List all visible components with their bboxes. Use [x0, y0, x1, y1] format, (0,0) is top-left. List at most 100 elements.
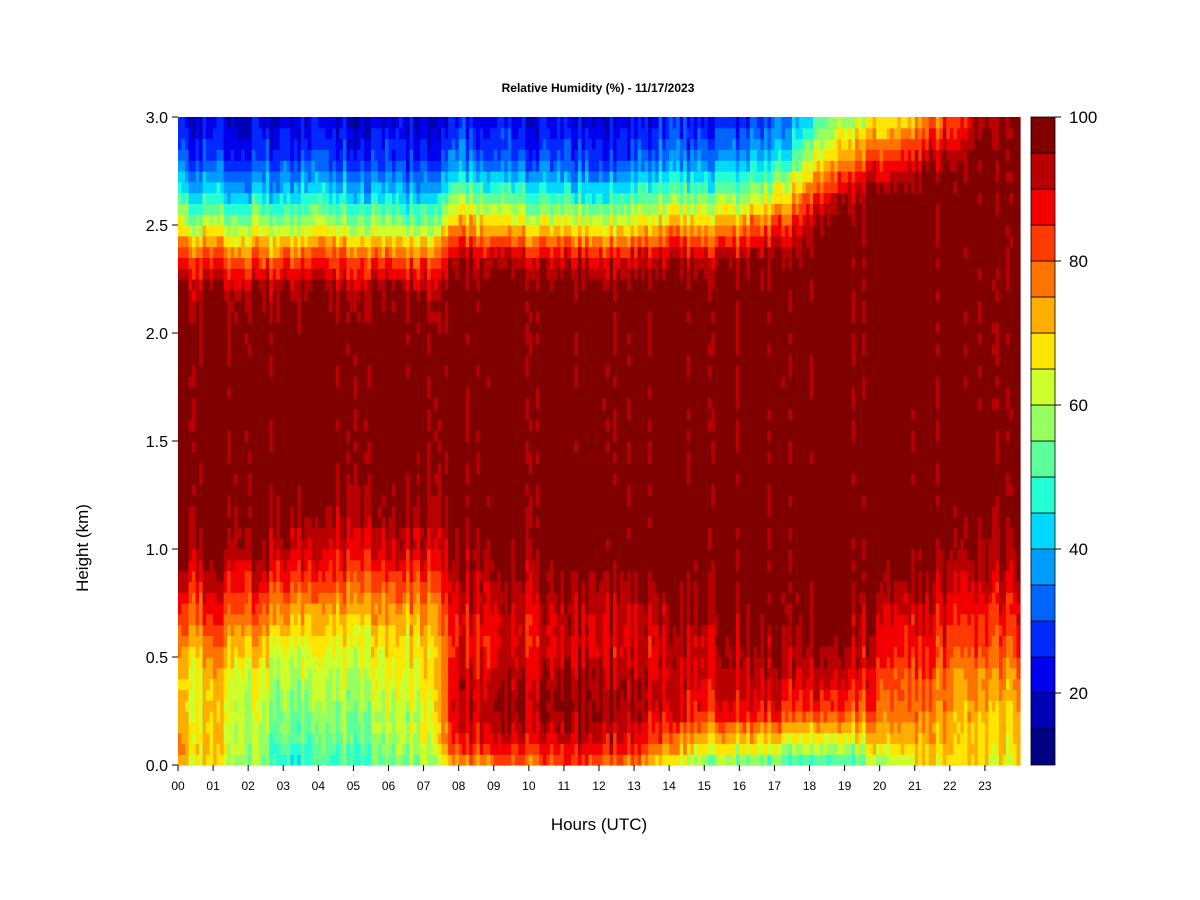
heatmap-cell — [360, 376, 365, 388]
heatmap-cell — [377, 268, 383, 280]
heatmap-cell — [209, 333, 214, 345]
heatmap-cell — [244, 138, 249, 150]
heatmap-cell — [332, 117, 337, 129]
heatmap-cell — [458, 646, 463, 658]
heatmap-cell — [367, 225, 372, 237]
heatmap-cell — [360, 181, 365, 194]
heatmap-cell — [451, 397, 456, 410]
heatmap-cell — [448, 235, 453, 248]
heatmap-cell — [213, 343, 218, 356]
heatmap-cell — [276, 397, 281, 410]
heatmap-cell — [237, 743, 242, 755]
heatmap-cell — [304, 160, 309, 172]
heatmap-cell — [216, 333, 221, 345]
heatmap-cell — [413, 257, 418, 269]
heatmap-cell — [392, 678, 397, 690]
heatmap-cell — [199, 689, 204, 701]
heatmap-cell — [458, 117, 463, 129]
heatmap-cell — [234, 538, 239, 550]
heatmap-cell — [434, 192, 439, 204]
heatmap-cell — [286, 635, 291, 647]
heatmap-cell — [251, 203, 256, 215]
heatmap-cell — [304, 279, 309, 291]
heatmap-cell — [251, 700, 256, 712]
heatmap-cell — [199, 732, 204, 744]
heatmap-cell — [448, 203, 453, 215]
heatmap-cell — [451, 678, 456, 690]
heatmap-cell — [437, 538, 442, 550]
heatmap-cell — [384, 527, 390, 539]
heatmap-cell — [185, 343, 190, 356]
heatmap-cell — [437, 160, 442, 172]
heatmap-cell — [227, 408, 232, 420]
heatmap-cell — [262, 160, 267, 172]
heatmap-cell — [188, 700, 193, 712]
heatmap-cell — [406, 149, 411, 161]
heatmap-cell — [363, 397, 369, 410]
heatmap-cell — [384, 754, 390, 766]
heatmap-cell — [185, 462, 190, 474]
heatmap-cell — [448, 268, 453, 280]
heatmap-cell — [272, 732, 277, 744]
heatmap-cell — [237, 484, 242, 496]
heatmap-cell — [202, 246, 207, 258]
heatmap-cell — [311, 246, 316, 258]
heatmap-cell — [234, 343, 239, 356]
heatmap-cell — [283, 214, 288, 226]
heatmap-cell — [416, 721, 421, 734]
heatmap-cell — [209, 127, 214, 140]
heatmap-cell — [283, 549, 288, 561]
heatmap-cell — [335, 419, 340, 431]
heatmap-cell — [248, 365, 253, 377]
heatmap-cell — [388, 603, 393, 615]
heatmap-cell — [402, 484, 407, 496]
heatmap-cell — [434, 214, 439, 226]
heatmap-cell — [444, 268, 449, 280]
heatmap-cell — [367, 246, 372, 258]
heatmap-cell — [265, 203, 270, 215]
heatmap-cell — [311, 279, 316, 291]
heatmap-cell — [209, 451, 214, 464]
heatmap-cell — [409, 322, 414, 334]
heatmap-cell — [406, 754, 411, 766]
heatmap-cell — [448, 711, 453, 723]
heatmap-cell — [374, 376, 379, 388]
heatmap-cell — [444, 559, 449, 572]
heatmap-cell — [192, 171, 197, 183]
heatmap-cell — [297, 225, 302, 237]
heatmap-cell — [328, 624, 333, 636]
heatmap-cell — [388, 343, 393, 356]
heatmap-cell — [374, 635, 379, 647]
heatmap-cell — [258, 732, 263, 744]
heatmap-cell — [178, 667, 183, 680]
heatmap-cell — [437, 495, 442, 507]
heatmap-cell — [255, 117, 260, 129]
heatmap-cell — [349, 311, 355, 323]
heatmap-cell — [178, 343, 183, 356]
heatmap-cell — [395, 635, 400, 647]
heatmap-cell — [434, 754, 439, 766]
heatmap-cell — [363, 181, 369, 194]
heatmap-cell — [444, 473, 449, 485]
heatmap-cell — [265, 376, 270, 388]
heatmap-cell — [262, 138, 267, 150]
heatmap-cell — [255, 516, 260, 528]
heatmap-cell — [192, 754, 197, 766]
heatmap-cell — [395, 754, 400, 766]
heatmap-cell — [269, 603, 274, 615]
heatmap-cell — [202, 711, 207, 723]
heatmap-cell — [283, 678, 288, 690]
heatmap-cell — [335, 462, 340, 474]
heatmap-cell — [392, 376, 397, 388]
heatmap-cell — [356, 192, 362, 204]
heatmap-cell — [325, 257, 330, 269]
heatmap-cell — [276, 613, 281, 626]
heatmap-cell — [458, 613, 463, 626]
heatmap-cell — [181, 192, 186, 204]
heatmap-cell — [458, 181, 463, 194]
heatmap-cell — [427, 505, 432, 518]
heatmap-cell — [374, 430, 379, 442]
heatmap-cell — [209, 214, 214, 226]
heatmap-cell — [430, 279, 435, 291]
heatmap-cell — [441, 289, 446, 302]
